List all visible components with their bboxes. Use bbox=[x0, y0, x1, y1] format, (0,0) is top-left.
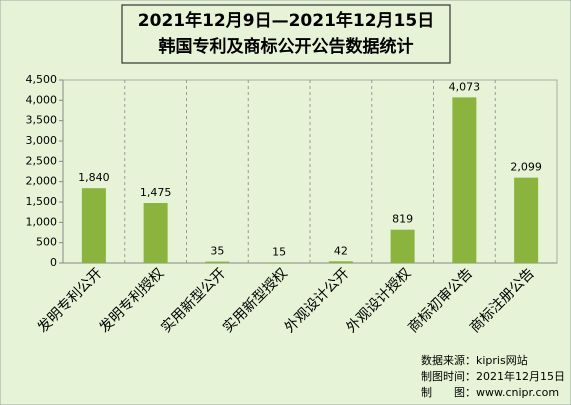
data-label: 1,840 bbox=[78, 171, 110, 184]
note: 制图时间：2021年12月15日 bbox=[421, 369, 565, 383]
data-label: 1,475 bbox=[140, 186, 172, 199]
y-tick-label: 2,500 bbox=[26, 154, 58, 167]
bar bbox=[143, 203, 168, 263]
title-box bbox=[121, 4, 451, 64]
y-tick-label: 3,500 bbox=[26, 114, 58, 127]
data-label: 4,073 bbox=[449, 80, 481, 93]
data-label: 35 bbox=[210, 245, 224, 258]
y-tick-label: 4,500 bbox=[26, 73, 58, 86]
data-label: 2,099 bbox=[510, 161, 542, 174]
y-tick-label: 1,500 bbox=[26, 195, 58, 208]
bar bbox=[267, 262, 292, 263]
bar bbox=[452, 97, 477, 263]
y-tick-label: 1,000 bbox=[26, 215, 58, 228]
data-label: 42 bbox=[334, 244, 348, 257]
y-tick-label: 500 bbox=[36, 236, 57, 249]
note: 制 图：www.cnipr.com bbox=[421, 386, 559, 399]
data-label: 819 bbox=[392, 213, 413, 226]
chart-subtitle: 韩国专利及商标公开公告数据统计 bbox=[159, 36, 414, 57]
y-tick-label: 0 bbox=[50, 256, 57, 269]
note: 数据来源：kipris网站 bbox=[421, 353, 528, 367]
y-tick-label: 3,000 bbox=[26, 134, 58, 147]
chart-title: 2021年12月9日—2021年12月15日 bbox=[138, 10, 434, 31]
y-tick-label: 2,000 bbox=[26, 175, 58, 188]
bar bbox=[205, 261, 230, 263]
bar bbox=[328, 261, 353, 263]
data-label: 15 bbox=[272, 245, 286, 258]
bar bbox=[514, 177, 539, 263]
bar bbox=[390, 229, 415, 263]
bar bbox=[81, 188, 106, 263]
y-tick-label: 4,000 bbox=[26, 93, 58, 106]
